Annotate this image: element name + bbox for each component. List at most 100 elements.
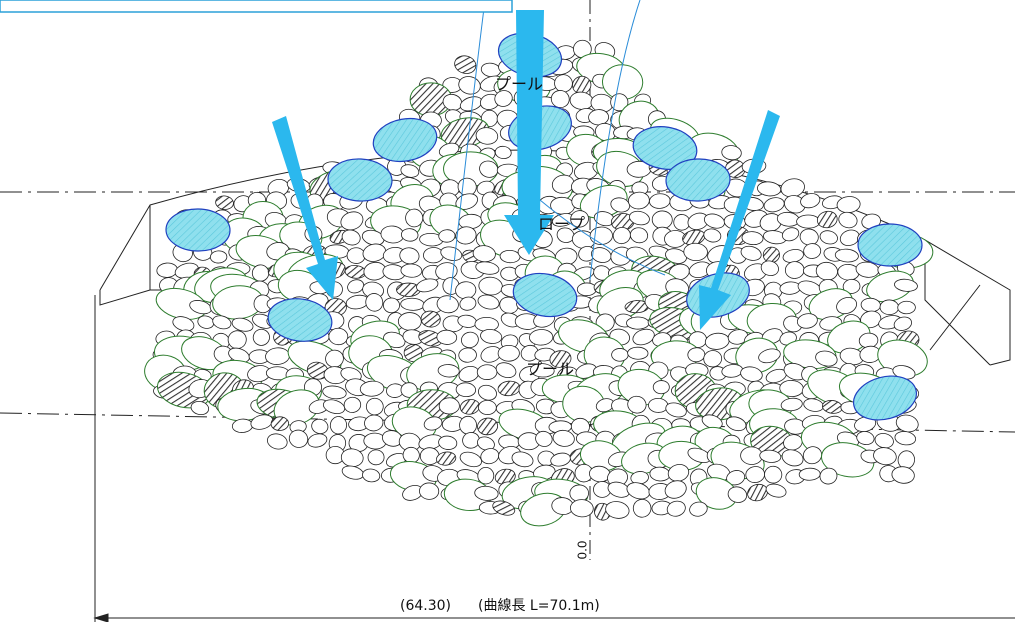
- stone: [703, 227, 723, 243]
- stone: [477, 293, 501, 311]
- stone: [612, 348, 629, 361]
- stone: [703, 349, 723, 368]
- elevation-label: 0.0: [576, 540, 590, 559]
- stone: [400, 298, 424, 311]
- stone: [858, 224, 922, 267]
- stone: [803, 243, 821, 259]
- stone: [156, 262, 178, 278]
- dimension-label: (64.30): [400, 598, 451, 614]
- stone: [837, 264, 859, 281]
- stone: [648, 398, 668, 413]
- stone: [590, 227, 613, 245]
- stone: [266, 432, 289, 451]
- stone: [631, 326, 657, 347]
- stone: [649, 193, 671, 209]
- stone: [665, 499, 687, 518]
- label: プール: [526, 360, 574, 379]
- label: ロープ: [538, 215, 585, 234]
- stone: [166, 208, 231, 251]
- stone: [477, 365, 497, 380]
- stone: [779, 281, 801, 295]
- stone: [457, 74, 482, 96]
- stone: [816, 209, 839, 229]
- stone: [476, 383, 498, 403]
- stone: [287, 428, 310, 450]
- stone: [439, 245, 463, 263]
- stone: [478, 467, 494, 484]
- stone: [745, 482, 769, 503]
- dimension-label: (曲線長 L=70.1m): [478, 598, 600, 614]
- stone: [570, 499, 594, 518]
- stone: [329, 416, 347, 435]
- stone: [362, 468, 381, 483]
- stone: [626, 317, 649, 329]
- stone: [764, 465, 783, 483]
- stone: [703, 212, 727, 231]
- stone: [307, 432, 329, 449]
- stone: [627, 347, 648, 360]
- stone: [363, 414, 384, 432]
- stone: [476, 417, 498, 436]
- stone: [460, 330, 480, 349]
- stone: [322, 385, 347, 401]
- stone: [329, 328, 349, 345]
- stone: [361, 242, 387, 264]
- stone: [494, 360, 518, 380]
- stone: [398, 312, 421, 330]
- stone: [529, 329, 553, 345]
- stone: [632, 498, 653, 519]
- stone: [819, 229, 839, 246]
- stone: [459, 416, 476, 434]
- stone: [497, 380, 521, 397]
- stone: [215, 195, 234, 211]
- stone: [265, 347, 290, 365]
- stone: [439, 398, 460, 415]
- stone: [629, 226, 649, 244]
- stone: [478, 400, 496, 415]
- stone: [625, 480, 652, 502]
- stone: [341, 464, 365, 482]
- stone: [880, 300, 899, 315]
- stone: [383, 298, 399, 313]
- stone: [799, 468, 820, 481]
- stone: [898, 301, 916, 314]
- stone: [310, 417, 330, 435]
- stone: [453, 53, 478, 75]
- stone: [226, 328, 249, 351]
- drawing: プール ロープ プール 0.0 (64.30) (曲線長 L=70.1m): [0, 0, 1015, 622]
- stone: [210, 250, 227, 263]
- stone: [368, 450, 384, 465]
- stone: [458, 348, 477, 363]
- stone: [419, 482, 439, 499]
- stone: [251, 327, 271, 347]
- stone: [765, 482, 788, 499]
- stone: [343, 396, 362, 413]
- stone: [874, 432, 895, 450]
- callout-box: [0, 0, 512, 12]
- stone: [872, 446, 898, 467]
- stone: [894, 430, 916, 446]
- stone: [652, 211, 673, 229]
- stone: [458, 450, 483, 470]
- stone: [837, 210, 859, 230]
- stone: [570, 485, 589, 502]
- stone: [815, 261, 839, 281]
- stone: [347, 248, 365, 264]
- stone: [420, 447, 439, 465]
- stone: [346, 278, 366, 295]
- stone: [365, 397, 384, 416]
- stone: [498, 345, 520, 361]
- stone: [494, 145, 512, 159]
- stone: [344, 264, 366, 279]
- stone: [785, 261, 805, 279]
- label: プール: [495, 75, 543, 94]
- stone: [423, 247, 443, 263]
- stone: [478, 276, 503, 296]
- stone: [763, 247, 780, 264]
- stone: [420, 310, 441, 328]
- stone: [653, 380, 669, 394]
- stone: [271, 416, 289, 430]
- stone: [459, 398, 480, 415]
- stone: [683, 243, 707, 261]
- stone: [577, 283, 596, 296]
